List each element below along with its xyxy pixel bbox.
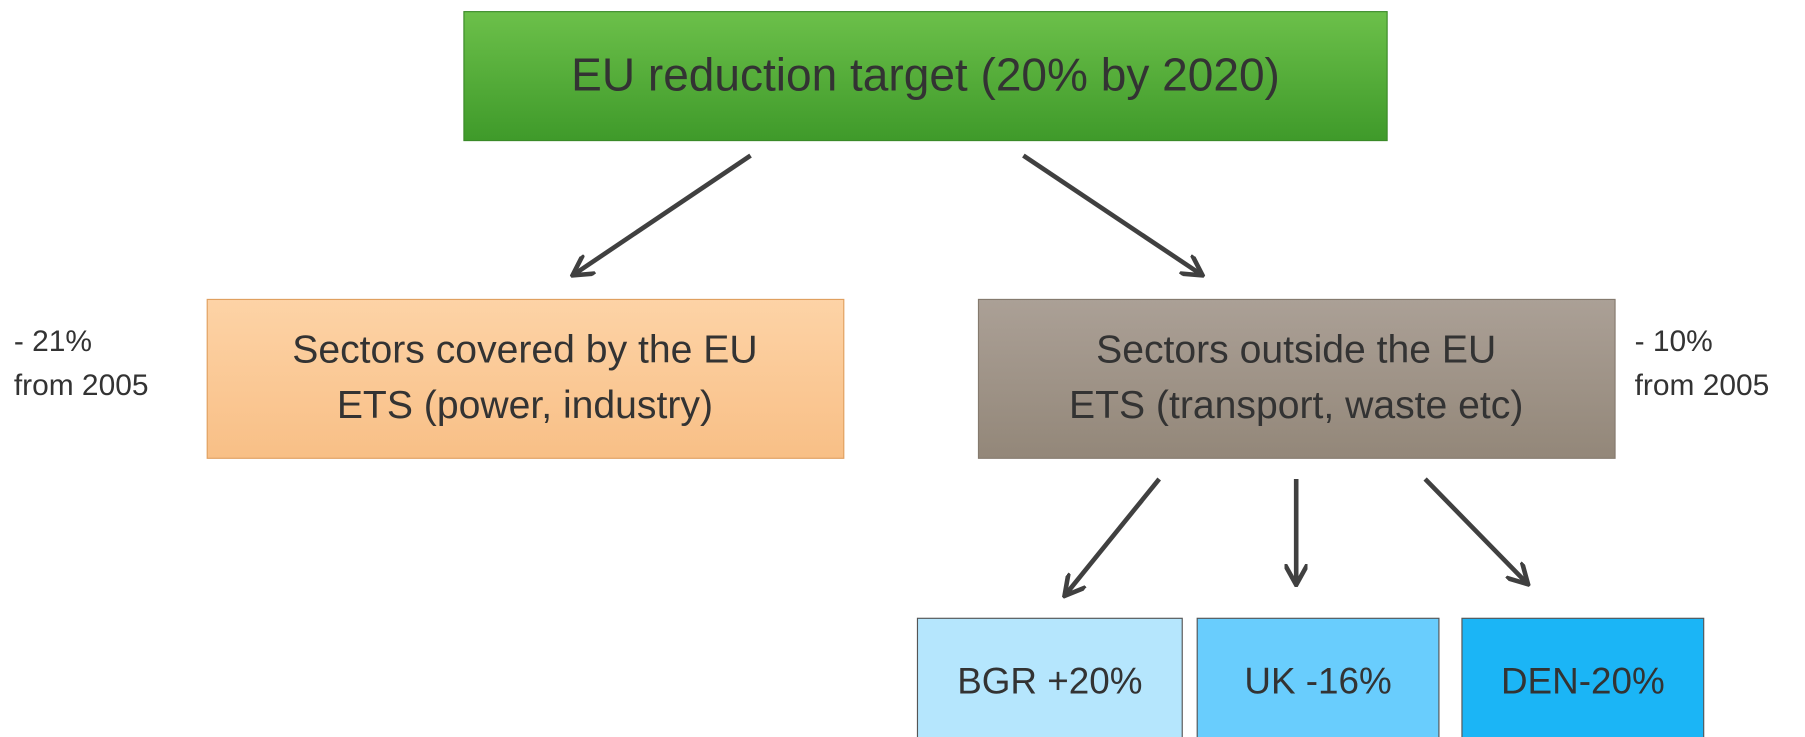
ets-box (206, 298, 845, 459)
non-ets-box (977, 298, 1616, 459)
note: - 10% (1635, 325, 1713, 358)
node-label: Sectors covered by the EU (292, 329, 757, 372)
country-box (916, 617, 1183, 737)
country-label: BGR +20% (957, 661, 1142, 702)
arrow (574, 153, 752, 275)
country-box (1461, 617, 1705, 737)
note: from 2005 (1635, 369, 1770, 402)
country-label: UK -16% (1244, 661, 1391, 702)
arrow (1066, 477, 1161, 594)
target-box (463, 11, 1388, 142)
arrow (1423, 477, 1526, 583)
node-label: Sectors outside the EU (1096, 329, 1496, 372)
target-label: EU reduction target (20% by 2020) (571, 49, 1280, 101)
note: - 21% (14, 325, 92, 358)
note: from 2005 (14, 369, 149, 402)
country-box (1196, 617, 1440, 737)
node-label: ETS (transport, waste etc) (1069, 384, 1523, 427)
arrow (1022, 153, 1200, 275)
country-label: DEN-20% (1501, 661, 1665, 702)
node-label: ETS (power, industry) (337, 384, 713, 427)
